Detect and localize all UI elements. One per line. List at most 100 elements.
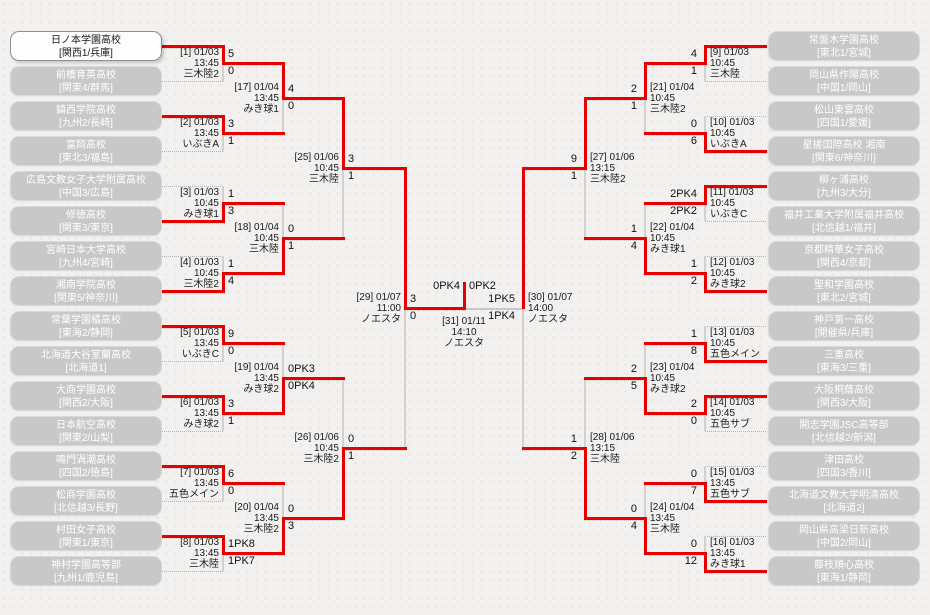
winner-line [643, 482, 707, 485]
match-score-bottom: 1 [348, 169, 355, 182]
winner-line [643, 62, 707, 65]
team-box: 三重高校 [東海3/三重] [768, 346, 920, 376]
match-header: [20] 01/04 [234, 501, 279, 513]
team-name: 神村学園高等部 [51, 560, 121, 571]
team-name: 岡山県高梁日新高校 [799, 525, 889, 536]
team-seed: [中国2/岡山] [817, 538, 871, 549]
team-box: 岡山県高梁日新高校 [中国2/岡山] [768, 521, 920, 551]
match-header: [29] 01/07 [356, 291, 401, 303]
team-seed: [東海2/静岡] [59, 328, 113, 339]
match-venue: 三木陸2 [183, 68, 219, 80]
match-score-top: 2 [630, 82, 637, 95]
team-name: 鳴門渦潮高校 [56, 455, 116, 466]
match-info: [14] 01/03 10:45 五色サブ [710, 397, 754, 430]
loser-line-vertical [282, 98, 284, 134]
match-header: [10] 01/03 [710, 116, 755, 128]
match-header: [7] 01/03 [180, 466, 219, 478]
winner-line-vertical [341, 448, 345, 520]
match-venue: ノエスタ [528, 313, 568, 325]
match-time: 14:00 [528, 302, 554, 314]
match-score-bottom: 8 [690, 344, 697, 357]
match-info: [22] 01/04 10:45 みき球1 [650, 222, 694, 255]
loser-line [705, 431, 768, 432]
match-venue: 五色メイン [169, 488, 219, 500]
team-seed: [関東2/山梨] [59, 433, 113, 444]
match-venue: 五色サブ [710, 488, 750, 500]
final-match-info: [31] 01/11 14:10 ノエスタ [404, 316, 524, 349]
team-seed: [関東6/神奈川] [812, 153, 876, 164]
match-info: [27] 01/06 13:15 三木陸2 [590, 152, 634, 185]
line-shadow [341, 450, 407, 451]
match-time: 13:45 [193, 547, 219, 559]
team-box: 開志学園JSC高等部 [北信越2/新潟] [768, 416, 920, 446]
loser-line-vertical [282, 343, 284, 379]
match-venue: 五色サブ [710, 418, 750, 430]
match-venue: みき球2 [710, 278, 746, 290]
loser-line-vertical [222, 553, 224, 571]
loser-line-vertical [222, 256, 224, 274]
winner-line [703, 149, 768, 153]
team-box: 松商学園高校 [北信越3/長野] [10, 486, 162, 516]
winner-line [221, 62, 285, 65]
team-name: 松山東雲高校 [814, 105, 874, 116]
team-box: 修徳高校 [関東3/東京] [10, 206, 162, 236]
winner-line-vertical [221, 114, 225, 134]
final-match-time: 14:10 [451, 326, 477, 338]
winner-line-vertical [643, 378, 647, 415]
winner-line-vertical [221, 324, 225, 344]
winner-line-vertical [643, 238, 647, 275]
match-score-top: 3 [410, 292, 417, 305]
team-seed: [中国1/岡山] [817, 83, 871, 94]
winner-line [162, 114, 225, 118]
loser-line [162, 501, 223, 502]
match-header: [13] 01/03 [710, 326, 755, 338]
match-venue: 三木陸 [189, 558, 219, 570]
team-box: 鎮西学院高校 [九州2/長崎] [10, 101, 162, 131]
line-shadow [221, 345, 285, 346]
team-seed: [関東4/群馬] [59, 83, 113, 94]
winner-line [162, 219, 225, 223]
winner-line [221, 552, 285, 555]
loser-line-vertical [644, 98, 646, 134]
match-info: [26] 01/06 10:45 三木陸2 [295, 432, 339, 465]
match-time: 10:45 [710, 337, 736, 349]
team-name: 日ノ本学園高校 [51, 35, 121, 46]
team-box: 津田高校 [四国3/香川] [768, 451, 920, 481]
match-score-top: 3 [348, 152, 355, 165]
match-info: [30] 01/07 14:00 ノエスタ [528, 292, 572, 325]
team-seed: [関西2/大阪] [59, 398, 113, 409]
line-shadow [281, 240, 345, 241]
match-info: [23] 01/04 10:45 みき球2 [650, 362, 694, 395]
match-score-bottom: 1 [228, 414, 235, 427]
final-match-venue: ノエスタ [444, 337, 484, 349]
winner-line-vertical [703, 184, 707, 204]
winner-line [162, 324, 225, 328]
line-shadow [162, 292, 225, 294]
loser-line-vertical [222, 63, 224, 81]
team-name: 前橋育英高校 [56, 70, 116, 81]
match-info: [12] 01/03 10:45 みき球2 [710, 257, 754, 290]
winner-line [703, 289, 768, 293]
match-info: [15] 01/03 13:45 五色サブ [710, 467, 754, 500]
match-header: [1] 01/03 [180, 46, 219, 58]
match-score-bottom: 3 [228, 204, 235, 217]
match-venue: いぶきC [710, 208, 748, 220]
team-seed: [九州2/長崎] [59, 118, 113, 129]
match-score-bottom: 1PK4 [488, 309, 515, 322]
match-info: [11] 01/03 10:45 いぶきC [710, 187, 754, 220]
match-time: 10:45 [710, 407, 736, 419]
team-seed: [関西4/京都] [817, 258, 871, 269]
loser-line-vertical [584, 168, 586, 239]
line-shadow [162, 327, 225, 329]
team-seed: [関東3/東京] [59, 223, 113, 234]
final-match-header: [31] 01/11 [442, 315, 486, 327]
loser-line-vertical [704, 203, 706, 221]
line-shadow [643, 135, 707, 136]
loser-line-vertical [584, 378, 586, 449]
team-box: 福井工業大学附属福井高校 [北信越1/福井] [768, 206, 920, 236]
winner-line [703, 184, 768, 188]
match-venue: 三木陸2 [303, 453, 339, 465]
loser-line [705, 326, 768, 327]
winner-line [162, 534, 225, 538]
